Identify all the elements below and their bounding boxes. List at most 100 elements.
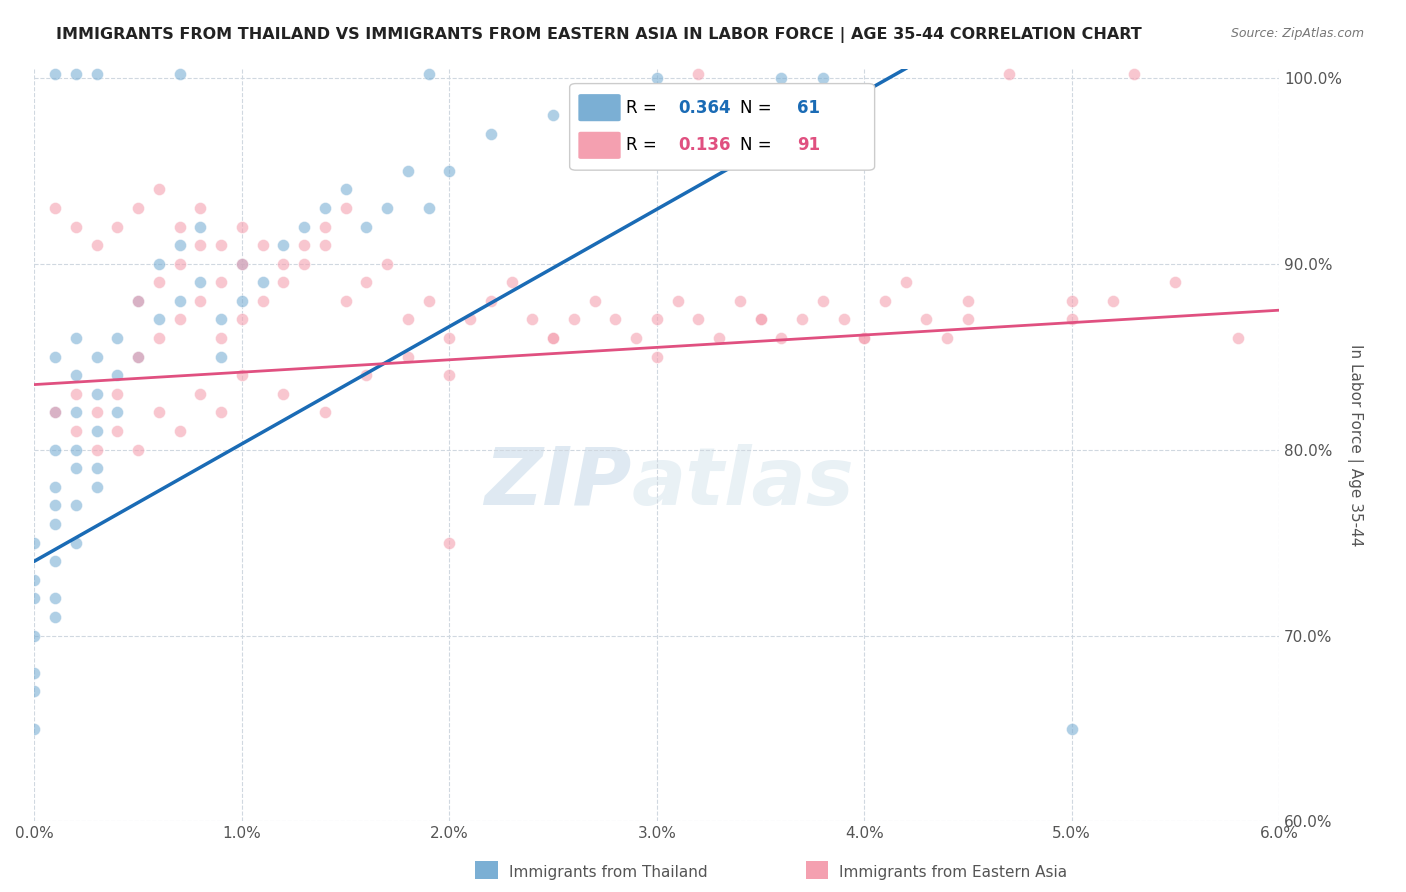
Point — [811, 70, 834, 85]
Point — [853, 331, 876, 345]
Point — [105, 331, 128, 345]
Point — [501, 275, 523, 289]
Point — [148, 331, 170, 345]
Point — [22, 684, 45, 698]
Point — [169, 312, 191, 326]
Text: Immigrants from Thailand: Immigrants from Thailand — [509, 865, 707, 880]
Point — [956, 293, 979, 308]
Point — [127, 350, 149, 364]
Point — [335, 182, 357, 196]
Point — [458, 312, 481, 326]
Point — [44, 405, 66, 419]
Point — [1226, 331, 1249, 345]
Point — [65, 461, 87, 475]
Point — [65, 535, 87, 549]
Text: N =: N = — [740, 99, 778, 117]
Point — [148, 275, 170, 289]
Point — [44, 442, 66, 457]
Point — [707, 89, 730, 103]
Point — [645, 70, 668, 85]
Point — [273, 275, 295, 289]
Point — [562, 312, 585, 326]
Point — [335, 293, 357, 308]
Point — [44, 610, 66, 624]
Point — [44, 516, 66, 531]
Point — [169, 424, 191, 438]
Text: N =: N = — [740, 136, 778, 154]
Point — [65, 499, 87, 513]
Point — [44, 480, 66, 494]
Point — [252, 293, 274, 308]
Point — [65, 405, 87, 419]
Point — [605, 89, 627, 103]
Point — [1060, 722, 1083, 736]
Point — [396, 163, 419, 178]
Point — [605, 312, 627, 326]
Point — [666, 293, 689, 308]
Point — [479, 127, 502, 141]
Text: R =: R = — [626, 136, 662, 154]
Text: 0.136: 0.136 — [678, 136, 731, 154]
Point — [105, 424, 128, 438]
Point — [873, 293, 896, 308]
Point — [396, 312, 419, 326]
Point — [541, 331, 564, 345]
Point — [231, 257, 253, 271]
Point — [169, 238, 191, 252]
Point — [541, 331, 564, 345]
Point — [65, 331, 87, 345]
Point — [418, 201, 440, 215]
Point — [292, 238, 315, 252]
Point — [169, 67, 191, 81]
Point — [86, 350, 108, 364]
Point — [418, 67, 440, 81]
Point — [832, 312, 855, 326]
Point — [127, 201, 149, 215]
Point — [127, 293, 149, 308]
Point — [273, 238, 295, 252]
Point — [439, 331, 461, 345]
Point — [231, 293, 253, 308]
Point — [1102, 293, 1125, 308]
Text: Source: ZipAtlas.com: Source: ZipAtlas.com — [1230, 27, 1364, 40]
Point — [375, 257, 398, 271]
Point — [292, 219, 315, 234]
Point — [356, 219, 378, 234]
Point — [44, 554, 66, 568]
Point — [1164, 275, 1187, 289]
Point — [314, 201, 336, 215]
Point — [22, 665, 45, 680]
Point — [86, 461, 108, 475]
Y-axis label: In Labor Force | Age 35-44: In Labor Force | Age 35-44 — [1347, 343, 1362, 546]
Point — [44, 499, 66, 513]
Point — [148, 182, 170, 196]
Point — [105, 368, 128, 383]
Point — [1123, 67, 1146, 81]
Point — [188, 201, 211, 215]
Point — [105, 405, 128, 419]
Point — [22, 628, 45, 642]
Point — [65, 67, 87, 81]
Point — [645, 350, 668, 364]
Point — [231, 312, 253, 326]
Point — [439, 535, 461, 549]
Point — [439, 163, 461, 178]
Point — [188, 387, 211, 401]
Point — [209, 331, 232, 345]
Point — [292, 257, 315, 271]
Point — [127, 350, 149, 364]
Point — [86, 387, 108, 401]
Point — [86, 238, 108, 252]
Text: R =: R = — [626, 99, 662, 117]
Point — [688, 312, 710, 326]
Point — [86, 405, 108, 419]
Point — [169, 219, 191, 234]
Point — [314, 238, 336, 252]
Point — [936, 331, 959, 345]
Point — [65, 219, 87, 234]
Point — [22, 573, 45, 587]
Point — [252, 238, 274, 252]
Point — [65, 368, 87, 383]
Point — [749, 312, 772, 326]
Point — [231, 219, 253, 234]
